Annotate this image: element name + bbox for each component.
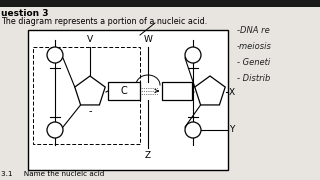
- Text: uestion 3: uestion 3: [1, 9, 49, 18]
- Text: - Geneti: - Geneti: [237, 58, 270, 67]
- Text: -DNA re: -DNA re: [237, 26, 270, 35]
- Text: V: V: [87, 35, 93, 44]
- Text: -: -: [88, 106, 92, 116]
- Text: W: W: [144, 35, 152, 44]
- Circle shape: [185, 122, 201, 138]
- Bar: [33, 47, 140, 144]
- Text: C: C: [121, 86, 127, 96]
- Bar: [108, 82, 140, 100]
- Text: Z: Z: [145, 151, 151, 160]
- Circle shape: [185, 47, 201, 63]
- Bar: [0, 0, 320, 7]
- Bar: [28, 30, 228, 170]
- Bar: [162, 82, 192, 100]
- Text: X: X: [229, 87, 235, 96]
- Polygon shape: [75, 76, 105, 105]
- Circle shape: [47, 122, 63, 138]
- Circle shape: [47, 47, 63, 63]
- Text: Y: Y: [229, 125, 234, 134]
- Text: The diagram represents a portion of a nucleic acid.: The diagram represents a portion of a nu…: [1, 17, 207, 26]
- Text: - Distrib: - Distrib: [237, 74, 270, 83]
- Polygon shape: [195, 76, 225, 105]
- Text: 3.1     Name the nucleic acid: 3.1 Name the nucleic acid: [1, 171, 104, 177]
- Text: -meiosis: -meiosis: [237, 42, 272, 51]
